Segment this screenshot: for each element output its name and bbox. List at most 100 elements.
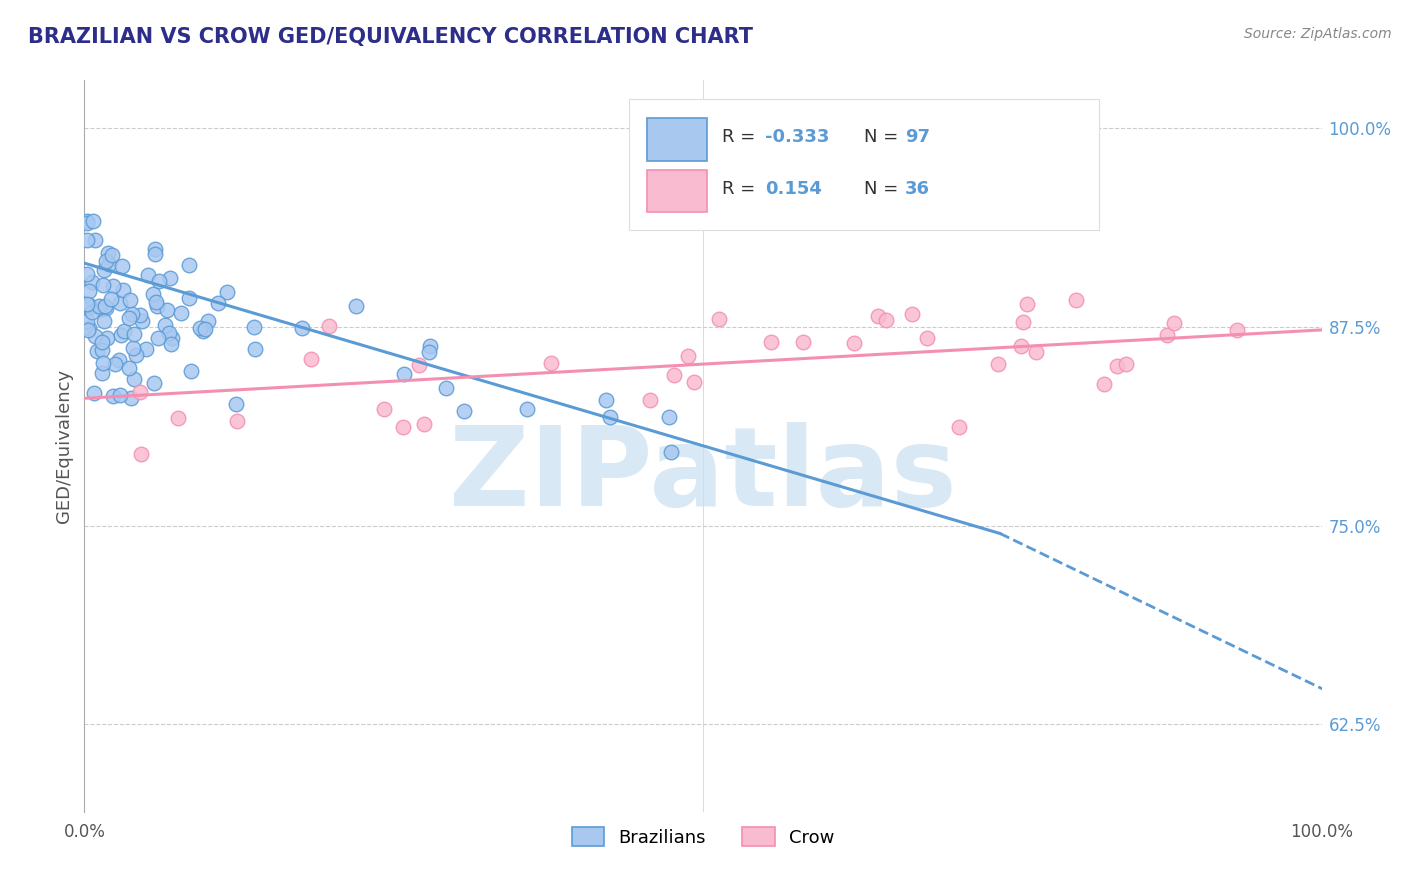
Point	[84, 329, 107, 343]
Point	[77, 323, 100, 337]
Text: ZIPatlas: ZIPatlas	[449, 422, 957, 529]
Point	[101, 247, 124, 261]
Point	[131, 314, 153, 328]
Point	[122, 341, 145, 355]
Point	[1010, 339, 1032, 353]
Point	[197, 314, 219, 328]
Point	[93, 262, 115, 277]
Point	[96, 331, 118, 345]
Text: N =: N =	[863, 179, 904, 197]
Point	[659, 444, 682, 458]
Point	[177, 258, 200, 272]
Point	[87, 299, 110, 313]
Point	[76, 213, 98, 227]
Point	[188, 320, 211, 334]
Point	[844, 336, 866, 351]
Point	[120, 391, 142, 405]
Point	[129, 447, 152, 461]
Text: R =: R =	[721, 179, 761, 197]
Y-axis label: GED/Equivalency: GED/Equivalency	[55, 369, 73, 523]
Point	[142, 287, 165, 301]
Point	[707, 312, 730, 326]
Point	[125, 349, 148, 363]
Point	[1163, 316, 1185, 330]
Point	[143, 243, 166, 257]
Point	[118, 293, 141, 307]
Point	[108, 387, 131, 401]
Point	[658, 409, 681, 424]
Point	[124, 327, 146, 342]
Point	[146, 331, 169, 345]
Point	[112, 284, 135, 298]
Point	[866, 309, 889, 323]
Point	[180, 364, 202, 378]
Point	[207, 296, 229, 310]
Point	[392, 368, 415, 382]
Point	[792, 334, 814, 349]
Point	[217, 285, 239, 300]
Point	[97, 246, 120, 260]
Point	[128, 384, 150, 399]
Point	[135, 342, 157, 356]
Point	[915, 330, 938, 344]
Point	[166, 411, 188, 425]
Point	[243, 342, 266, 356]
Point	[86, 343, 108, 358]
Point	[103, 279, 125, 293]
Point	[291, 321, 314, 335]
Point	[77, 298, 100, 312]
Text: -0.333: -0.333	[765, 128, 830, 146]
Point	[1092, 377, 1115, 392]
Point	[169, 306, 191, 320]
Point	[759, 334, 782, 349]
Text: 36: 36	[904, 179, 929, 197]
Point	[128, 308, 150, 322]
Point	[948, 420, 970, 434]
Point	[419, 339, 441, 353]
Point	[901, 307, 924, 321]
Point	[595, 393, 617, 408]
Point	[108, 296, 131, 310]
Point	[1226, 323, 1249, 337]
Bar	[647, 119, 707, 161]
Point	[142, 376, 165, 391]
Point	[344, 299, 367, 313]
Point	[145, 295, 167, 310]
Point	[225, 396, 247, 410]
Point	[318, 318, 340, 333]
Point	[121, 307, 143, 321]
Point	[76, 233, 98, 247]
Point	[118, 360, 141, 375]
Text: 97: 97	[904, 128, 929, 146]
Point	[91, 356, 114, 370]
Point	[875, 312, 897, 326]
Point	[683, 375, 706, 389]
Point	[160, 337, 183, 351]
Text: Source: ZipAtlas.com: Source: ZipAtlas.com	[1244, 27, 1392, 41]
Bar	[647, 169, 707, 212]
Point	[599, 410, 621, 425]
Point	[90, 334, 112, 349]
Point	[77, 284, 100, 298]
Point	[1156, 328, 1178, 343]
Point	[94, 299, 117, 313]
Point	[299, 352, 322, 367]
Point	[94, 301, 117, 315]
Point	[194, 321, 217, 335]
Point	[117, 310, 139, 325]
Point	[662, 368, 685, 383]
Text: 0.154: 0.154	[765, 179, 821, 197]
Point	[148, 274, 170, 288]
Point	[157, 326, 180, 340]
Point	[391, 420, 413, 434]
Point	[1064, 293, 1087, 308]
FancyBboxPatch shape	[628, 99, 1099, 230]
Point	[408, 358, 430, 372]
Point	[1107, 359, 1129, 373]
Point	[103, 357, 125, 371]
Point	[146, 299, 169, 313]
Point	[191, 324, 214, 338]
Point	[93, 278, 115, 293]
Point	[79, 300, 101, 314]
Point	[243, 320, 266, 334]
